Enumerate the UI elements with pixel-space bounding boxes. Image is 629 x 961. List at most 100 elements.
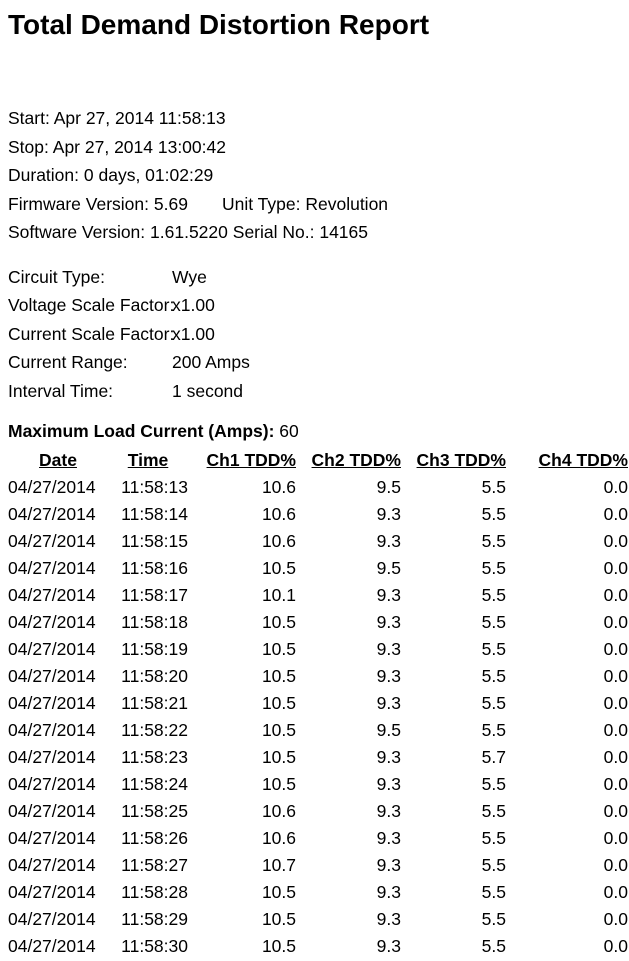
ch3-tdd-cell: 5.5 bbox=[481, 854, 506, 875]
table-row: 04/27/2014 11:58:28 10.5 9.3 5.5 0.0 bbox=[8, 879, 628, 906]
max-load-line: Maximum Load Current (Amps): 60 bbox=[8, 417, 629, 446]
ch4-tdd-cell: 0.0 bbox=[603, 854, 628, 875]
ch2-tdd-cell: 9.3 bbox=[376, 503, 401, 524]
ch3-tdd-cell: 5.5 bbox=[481, 530, 506, 551]
ch2-tdd-cell: 9.3 bbox=[376, 908, 401, 929]
config-value: x1.00 bbox=[172, 323, 215, 344]
ch1-tdd-cell: 10.5 bbox=[261, 935, 296, 956]
ch3-tdd-cell: 5.5 bbox=[481, 908, 506, 929]
ch2-tdd-cell: 9.5 bbox=[376, 719, 401, 740]
stop-value: Apr 27, 2014 13:00:42 bbox=[52, 136, 226, 157]
date-cell: 04/27/2014 bbox=[8, 773, 96, 794]
column-header-date: Date bbox=[39, 449, 77, 470]
time-cell: 11:58:26 bbox=[121, 827, 188, 848]
date-cell: 04/27/2014 bbox=[8, 503, 96, 524]
table-row: 04/27/2014 11:58:15 10.6 9.3 5.5 0.0 bbox=[8, 528, 628, 555]
ch2-tdd-cell: 9.3 bbox=[376, 935, 401, 956]
duration-line: Duration: 0 days, 01:02:29 bbox=[8, 161, 629, 190]
table-row: 04/27/2014 11:58:30 10.5 9.3 5.5 0.0 bbox=[8, 933, 628, 960]
ch2-tdd-cell: 9.3 bbox=[376, 584, 401, 605]
config-label: Circuit Type: bbox=[8, 266, 105, 287]
config-label: Voltage Scale Factor: bbox=[8, 295, 175, 315]
page-title: Total Demand Distortion Report bbox=[8, 9, 430, 40]
ch1-tdd-cell: 10.6 bbox=[261, 800, 296, 821]
ch4-tdd-cell: 0.0 bbox=[603, 773, 628, 794]
date-cell: 04/27/2014 bbox=[8, 611, 96, 632]
ch2-tdd-cell: 9.3 bbox=[376, 638, 401, 659]
ch2-tdd-cell: 9.5 bbox=[376, 476, 401, 497]
date-cell: 04/27/2014 bbox=[8, 638, 96, 659]
date-cell: 04/27/2014 bbox=[8, 692, 96, 713]
ch3-tdd-cell: 5.5 bbox=[481, 935, 506, 956]
ch2-tdd-cell: 9.3 bbox=[376, 665, 401, 686]
table-row: 04/27/2014 11:58:24 10.5 9.3 5.5 0.0 bbox=[8, 771, 628, 798]
start-line: Start: Apr 27, 2014 11:58:13 bbox=[8, 104, 629, 133]
ch3-tdd-cell: 5.5 bbox=[481, 557, 506, 578]
time-cell: 11:58:15 bbox=[121, 530, 188, 551]
ch1-tdd-cell: 10.5 bbox=[261, 638, 296, 659]
ch4-tdd-cell: 0.0 bbox=[603, 692, 628, 713]
ch3-tdd-cell: 5.5 bbox=[481, 692, 506, 713]
time-cell: 11:58:28 bbox=[121, 881, 188, 902]
ch2-tdd-cell: 9.3 bbox=[376, 827, 401, 848]
ch2-tdd-cell: 9.3 bbox=[376, 746, 401, 767]
ch2-tdd-cell: 9.3 bbox=[376, 692, 401, 713]
ch3-tdd-cell: 5.5 bbox=[481, 773, 506, 794]
config-row: Voltage Scale Factor:x1.00 bbox=[8, 291, 629, 320]
table-row: 04/27/2014 11:58:16 10.5 9.5 5.5 0.0 bbox=[8, 555, 628, 582]
table-row: 04/27/2014 11:58:25 10.6 9.3 5.5 0.0 bbox=[8, 798, 628, 825]
date-cell: 04/27/2014 bbox=[8, 935, 96, 956]
ch4-tdd-cell: 0.0 bbox=[603, 584, 628, 605]
date-cell: 04/27/2014 bbox=[8, 530, 96, 551]
ch4-tdd-cell: 0.0 bbox=[603, 908, 628, 929]
ch1-tdd-cell: 10.6 bbox=[261, 476, 296, 497]
column-header-time: Time bbox=[127, 449, 169, 470]
time-cell: 11:58:13 bbox=[121, 476, 188, 497]
config-row: Current Scale Factor:x1.00 bbox=[8, 320, 629, 349]
start-value: Apr 27, 2014 11:58:13 bbox=[53, 108, 226, 128]
ch1-tdd-cell: 10.6 bbox=[261, 530, 296, 551]
ch2-tdd-cell: 9.3 bbox=[376, 854, 401, 875]
software-value: 1.61.5220 bbox=[150, 222, 228, 242]
ch4-tdd-cell: 0.0 bbox=[603, 557, 628, 578]
ch3-tdd-cell: 5.5 bbox=[481, 827, 506, 848]
unit-type-value: Revolution bbox=[305, 193, 389, 214]
ch4-tdd-cell: 0.0 bbox=[603, 800, 628, 821]
table-row: 04/27/2014 11:58:27 10.7 9.3 5.5 0.0 bbox=[8, 852, 628, 879]
ch1-tdd-cell: 10.6 bbox=[261, 827, 296, 848]
date-cell: 04/27/2014 bbox=[8, 665, 96, 686]
ch3-tdd-cell: 5.5 bbox=[481, 800, 506, 821]
time-cell: 11:58:29 bbox=[121, 908, 188, 929]
ch1-tdd-cell: 10.7 bbox=[261, 854, 296, 875]
config-label: Current Range: bbox=[8, 352, 128, 372]
ch1-tdd-cell: 10.5 bbox=[261, 665, 296, 686]
date-cell: 04/27/2014 bbox=[8, 719, 96, 740]
software-label: Software Version: bbox=[8, 222, 146, 242]
stop-line: Stop: Apr 27, 2014 13:00:42 bbox=[8, 133, 629, 162]
config-row: Current Range: 200 Amps bbox=[8, 348, 629, 377]
ch3-tdd-cell: 5.5 bbox=[481, 881, 506, 902]
table-header-row: Date Time Ch1 TDD% Ch2 TDD% Ch3 TDD% Ch4… bbox=[8, 446, 628, 474]
date-cell: 04/27/2014 bbox=[8, 827, 96, 848]
ch1-tdd-cell: 10.5 bbox=[261, 719, 296, 740]
date-cell: 04/27/2014 bbox=[8, 557, 96, 578]
time-cell: 11:58:16 bbox=[121, 557, 188, 578]
ch1-tdd-cell: 10.5 bbox=[261, 773, 296, 794]
ch1-tdd-cell: 10.5 bbox=[261, 746, 296, 767]
time-cell: 11:58:18 bbox=[121, 611, 188, 632]
time-cell: 11:58:22 bbox=[121, 719, 188, 740]
ch3-tdd-cell: 5.5 bbox=[481, 611, 506, 632]
ch4-tdd-cell: 0.0 bbox=[603, 530, 628, 551]
time-cell: 11:58:20 bbox=[121, 665, 188, 686]
unit-type-label: Unit Type: bbox=[222, 193, 301, 214]
ch1-tdd-cell: 10.6 bbox=[261, 503, 296, 524]
table-row: 04/27/2014 11:58:29 10.5 9.3 5.5 0.0 bbox=[8, 906, 628, 933]
ch3-tdd-cell: 5.5 bbox=[481, 476, 506, 497]
ch1-tdd-cell: 10.5 bbox=[261, 611, 296, 632]
ch2-tdd-cell: 9.5 bbox=[376, 557, 401, 578]
table-body: 04/27/2014 11:58:13 10.6 9.5 5.5 0.0 04/… bbox=[8, 474, 628, 960]
ch1-tdd-cell: 10.5 bbox=[261, 908, 296, 929]
ch2-tdd-cell: 9.3 bbox=[376, 773, 401, 794]
ch4-tdd-cell: 0.0 bbox=[603, 827, 628, 848]
